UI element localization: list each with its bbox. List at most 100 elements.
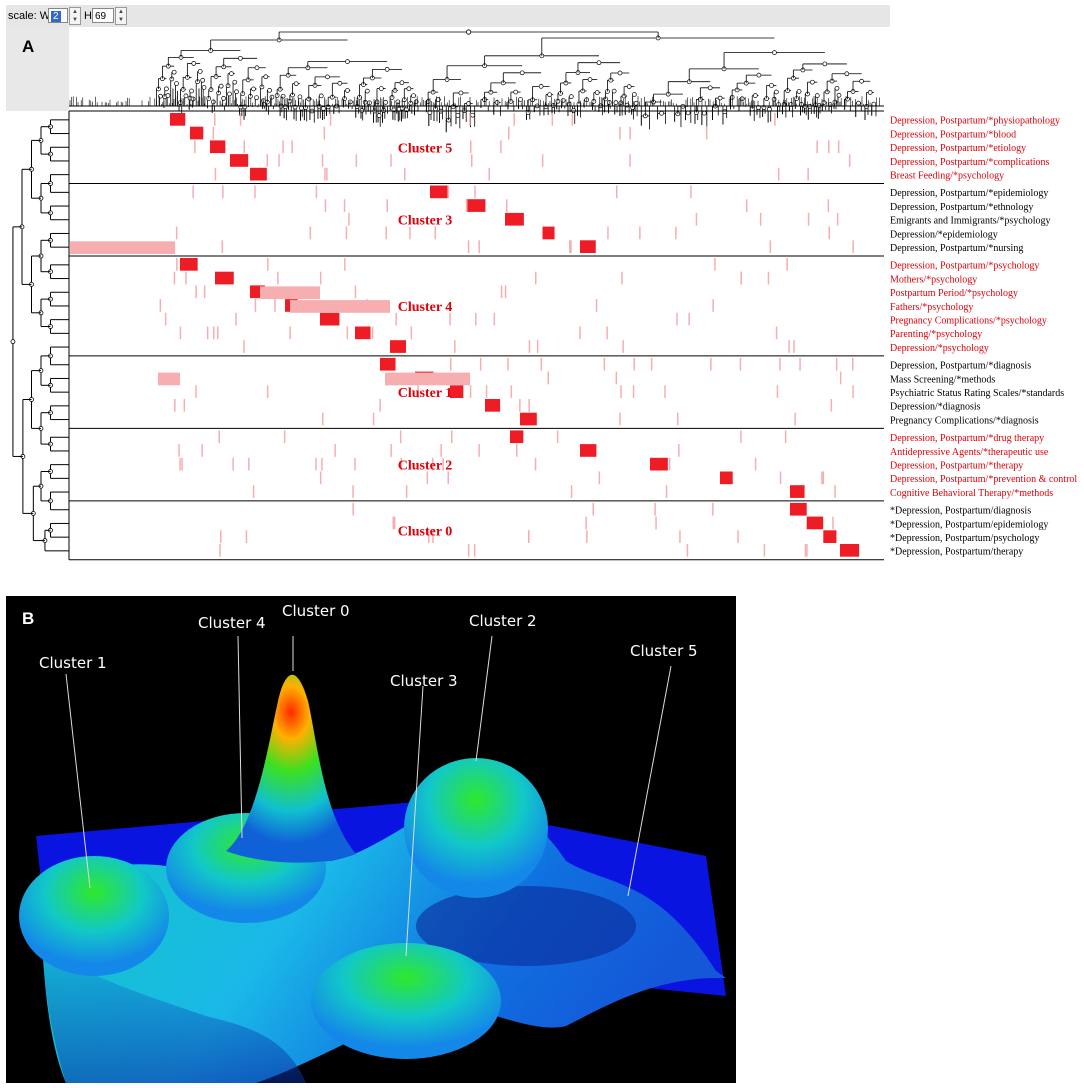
front-shade: [42, 946, 306, 1083]
term-labels: Depression, Postpartum/*physiopathology D…: [890, 116, 1077, 558]
leader-lines: [65, 635, 672, 957]
heat-cell-strong: [450, 385, 464, 398]
heat-cell-light: [837, 140, 840, 154]
heat-cell-light: [243, 340, 245, 353]
heat-cell-light: [322, 412, 324, 426]
heat-cell-light: [323, 126, 326, 140]
heat-cell-light: [834, 485, 836, 498]
heat-cell-light: [266, 385, 269, 398]
heat-cell-light: [321, 457, 323, 471]
scale-w-spinner[interactable]: ▲ ▼: [69, 7, 81, 25]
leader-cluster-2: [475, 635, 493, 762]
col-dendro-node: [376, 113, 382, 119]
col-dendro-node: [538, 83, 544, 89]
col-dendro-node: [269, 94, 275, 100]
leader-cluster-4: [237, 635, 243, 839]
heat-cell-light: [629, 126, 631, 140]
heat-cell-light: [195, 285, 197, 299]
heat-cell-light: [175, 226, 178, 240]
heat-cell-light: [277, 271, 279, 285]
leader-cluster-5: [627, 665, 672, 897]
col-dendro-node: [406, 86, 412, 92]
heat-cell-light: [595, 299, 598, 312]
col-dendro-node: [810, 79, 815, 85]
heat-cell-light: [655, 516, 657, 530]
col-dendro-node: [254, 95, 259, 101]
spin-up-icon[interactable]: ▲: [118, 9, 124, 15]
heat-cell-light: [254, 299, 257, 312]
term-label: Depression/*epidemiology: [890, 229, 998, 240]
heat-cell-light: [536, 340, 539, 353]
col-dendro-node: [470, 112, 475, 118]
heat-cell-light: [321, 154, 324, 167]
heat-cell-strong: [250, 167, 267, 181]
col-dendro-node: [756, 72, 762, 78]
term-label: Depression, Postpartum/*drug therapy: [890, 433, 1044, 444]
heat-cell-light: [695, 212, 698, 226]
col-dendro-node: [158, 93, 163, 99]
heat-cell-light: [432, 530, 434, 543]
label-cluster-1: Cluster 1: [39, 654, 107, 672]
heat-cell-light: [570, 240, 572, 253]
heat-cell-light: [194, 140, 196, 154]
heat-cell-light: [334, 444, 336, 457]
col-dendro-node: [238, 55, 243, 61]
col-dendro-node: [659, 110, 664, 116]
heat-cell-light: [510, 385, 513, 398]
term-label: Postpartum Period/*psychology: [890, 288, 1018, 299]
heat-cell-light: [828, 226, 830, 240]
panel-b-3d-surface: B Cluster 0 Cluster 4 Cluster 2 Cluster …: [6, 596, 736, 1083]
col-dendro-node: [844, 71, 850, 77]
heat-cell-light: [239, 113, 242, 126]
heat-cell-light: [232, 457, 234, 471]
heat-cell-light: [793, 340, 795, 353]
heat-cell-light: [714, 258, 716, 271]
col-dendro-node: [717, 95, 723, 101]
heat-cell-light: [616, 185, 618, 199]
scale-w-input[interactable]: 2: [48, 8, 68, 23]
heat-cell-light: [291, 140, 293, 154]
cluster-label: Cluster 1: [398, 386, 453, 401]
col-dendro-node: [297, 94, 303, 100]
heat-cell-light: [392, 516, 394, 530]
panel-a-letter: A: [22, 37, 34, 56]
spin-down-icon[interactable]: ▼: [118, 17, 124, 23]
scale-h-input[interactable]: 69: [92, 8, 114, 23]
peak-cluster-2: [404, 758, 548, 898]
heat-cell-light: [485, 385, 488, 398]
heat-cell-light: [345, 226, 348, 240]
heat-cell-light: [827, 199, 830, 212]
heat-cell-light: [201, 444, 203, 457]
heat-cell-strong: [510, 430, 524, 444]
heat-cell-light: [179, 457, 181, 471]
heat-cell-light: [344, 258, 346, 271]
heat-cell-light: [528, 340, 531, 353]
heat-cell-light: [506, 199, 508, 212]
heat-cell-strong: [467, 199, 486, 212]
spin-down-icon[interactable]: ▼: [72, 17, 78, 23]
heat-cell-light: [178, 444, 180, 457]
term-label: Depression, Postpartum/*nursing: [890, 243, 1023, 254]
heat-cell-light: [348, 212, 350, 226]
col-dendro-node: [796, 89, 802, 94]
heat-cell-light: [690, 185, 692, 199]
peak-cluster-1: [19, 856, 169, 976]
col-dendro-node: [299, 105, 304, 111]
spin-up-icon[interactable]: ▲: [72, 9, 78, 15]
term-label: Mothers/*psychology: [890, 274, 977, 285]
heat-cell-strong: [215, 271, 234, 285]
heat-cell-strong: [380, 357, 396, 371]
heat-cell-strong: [790, 502, 807, 516]
heat-cell-light: [454, 340, 456, 353]
col-dendro-node: [633, 100, 639, 106]
heat-cell-light: [451, 430, 453, 444]
scale-h-spinner[interactable]: ▲ ▼: [115, 7, 127, 25]
heat-cell-light: [470, 140, 472, 154]
term-label: *Depression, Postpartum/therapy: [890, 547, 1023, 558]
heat-cell-light: [839, 371, 842, 385]
heat-cell-light: [274, 299, 276, 312]
heat-cell-light: [266, 154, 268, 167]
cluster-labels: Cluster 5 Cluster 3 Cluster 4 Cluster 1 Clus…: [398, 141, 453, 539]
heatmap-cells: [70, 113, 860, 557]
heat-cell-strong: [580, 444, 597, 457]
